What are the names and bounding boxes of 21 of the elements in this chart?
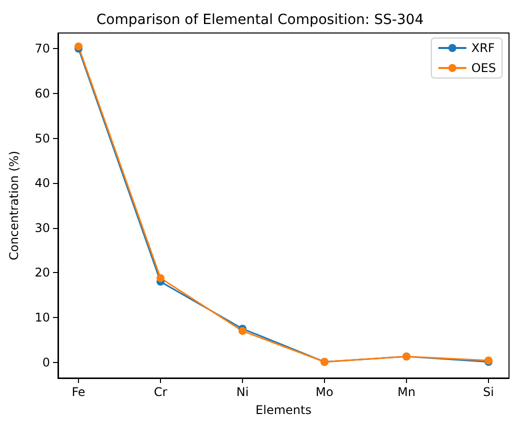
y-tick-label: 20 <box>34 266 50 280</box>
y-tick-label: 60 <box>34 86 50 100</box>
x-tick-label: Mn <box>398 385 416 399</box>
y-tick-label: 70 <box>34 42 50 56</box>
y-tick-label: 0 <box>42 355 50 370</box>
y-tick-label: 50 <box>34 131 50 146</box>
x-tick-label: Mo <box>316 385 334 399</box>
x-tick-label: Si <box>483 385 494 399</box>
legend-label: OES <box>471 61 496 75</box>
y-axis-title: Concentration (%) <box>7 150 21 260</box>
x-tick-label: Cr <box>154 385 168 399</box>
x-axis-title: Elements <box>256 403 312 417</box>
x-tick-label: Fe <box>72 385 86 399</box>
y-tick-label: 40 <box>34 176 50 190</box>
chart-title: Comparison of Elemental Composition: SS-304 <box>96 12 424 28</box>
x-tick-label: Ni <box>236 385 249 399</box>
point <box>74 42 82 50</box>
legend-label: XRF <box>471 41 495 55</box>
y-tick-label: 10 <box>34 310 50 325</box>
point <box>156 274 164 282</box>
y-tick-label: 30 <box>34 220 50 235</box>
